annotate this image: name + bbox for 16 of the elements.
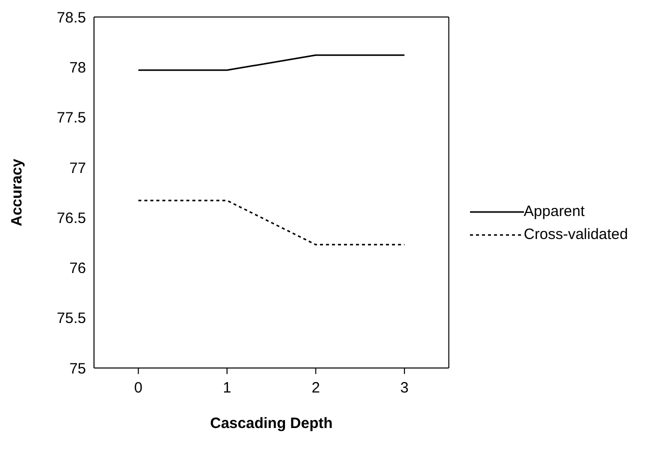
x-tick-label: 0 <box>134 380 143 397</box>
y-axis-title: Accuracy <box>8 158 26 226</box>
x-tick-label: 1 <box>222 380 232 397</box>
y-tick-label: 76.5 <box>56 210 86 227</box>
y-tick-label: 77.5 <box>56 110 86 127</box>
x-axis-title: Cascading Depth <box>210 415 333 432</box>
legend-label: Cross-validated <box>524 226 628 243</box>
x-tick-label: 3 <box>400 380 409 397</box>
y-tick-label: 78 <box>69 59 86 76</box>
y-tick-label: 75 <box>69 360 86 378</box>
y-tick-label: 76 <box>69 260 86 278</box>
y-tick-label: 75.5 <box>56 310 86 328</box>
legend-label: Apparent <box>524 203 585 220</box>
x-tick-label: 2 <box>312 380 320 397</box>
y-tick-label: 78.5 <box>56 9 86 26</box>
y-tick-label: 77 <box>69 160 86 177</box>
